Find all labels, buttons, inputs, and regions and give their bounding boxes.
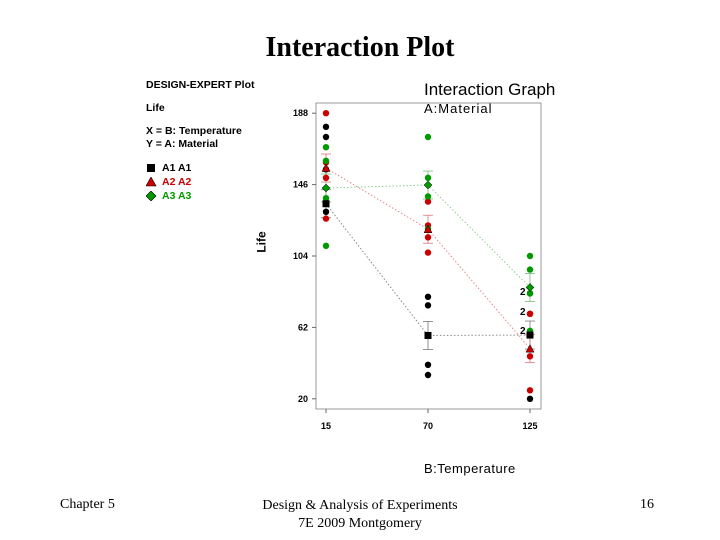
data-point-a3 [526, 290, 534, 297]
legend-response: Life [146, 102, 165, 114]
data-point-a3 [526, 252, 534, 260]
data-point-a1 [424, 293, 432, 300]
data-point-a1 [424, 302, 432, 309]
series-line-a1 [325, 203, 531, 336]
data-point-a1 [526, 395, 534, 402]
legend-y-factor: Y = A: Material [146, 138, 219, 150]
legend-x-factor: X = B: Temperature [146, 125, 242, 137]
x-tick-label: 125 [522, 421, 537, 431]
data-point-a3 [424, 133, 432, 141]
footer-book-edition: 7E 2009 Montgomery [298, 516, 422, 531]
replicate-count-label: 2 [520, 287, 526, 298]
data-point-a3 [322, 195, 330, 202]
x-tick-label: 15 [321, 421, 331, 431]
mean-marker-a3 [423, 180, 433, 190]
x-axis-label: B:Temperature [424, 461, 516, 476]
square-marker-icon [147, 164, 155, 172]
legend-label-a2: A2 A2 [162, 175, 192, 188]
data-point-a3 [322, 242, 330, 249]
mean-marker-a3 [525, 283, 535, 292]
legend-item-a3: A3 A3 [146, 189, 255, 203]
data-point-a1 [424, 371, 432, 379]
series-line-a2 [325, 167, 531, 349]
legend-item-a2: A2 A2 [146, 175, 255, 189]
data-point-a2 [526, 310, 534, 317]
mean-marker-a1 [526, 331, 534, 339]
slide-title: Interaction Plot [265, 32, 455, 63]
footer-chapter: Chapter 5 [60, 497, 115, 512]
page-number: 16 [640, 497, 654, 512]
replicate-count-label: 2 [520, 326, 526, 337]
data-point-a3 [322, 144, 330, 151]
replicate-count-label: 2 [520, 307, 526, 318]
y-tick-label: 20 [298, 394, 308, 404]
data-point-a1 [322, 123, 330, 130]
data-point-a2 [424, 234, 432, 241]
legend-header: DESIGN-EXPERT Plot [146, 79, 255, 91]
mean-marker-a2 [321, 163, 331, 172]
data-point-a2 [424, 198, 432, 205]
footer-book-title: Design & Analysis of Experiments [262, 498, 458, 513]
data-point-a2 [322, 110, 330, 117]
plot-legend: DESIGN-EXPERT Plot Life X = B: Temperatu… [146, 79, 255, 203]
data-point-a2 [322, 174, 330, 181]
data-point-a1 [322, 208, 330, 215]
data-point-a1 [424, 361, 432, 368]
y-tick-label: 146 [293, 180, 308, 190]
mean-marker-a1 [424, 331, 432, 339]
data-point-a3 [322, 157, 330, 164]
mean-marker-a2 [423, 224, 433, 233]
mean-marker-a2 [525, 344, 535, 353]
legend-label-a1: A1 A1 [162, 161, 192, 174]
data-point-a3 [526, 266, 534, 273]
legend-label-a3: A3 A3 [162, 189, 192, 202]
footer-book: Design & Analysis of Experiments 7E 2009… [240, 497, 480, 533]
data-point-a3 [424, 193, 432, 200]
data-point-a2 [526, 353, 534, 360]
data-point-a3 [424, 174, 432, 181]
mean-marker-a3 [321, 183, 331, 193]
diamond-marker-icon [146, 191, 157, 201]
y-tick-label: 104 [293, 251, 308, 261]
y-tick-label: 62 [298, 322, 308, 332]
graph-subtitle: A:Material [424, 101, 493, 116]
data-point-a2 [526, 387, 534, 394]
data-point-a1 [322, 133, 330, 141]
graph-title: Interaction Graph [424, 80, 556, 99]
triangle-marker-icon [146, 177, 157, 187]
y-tick-label: 188 [293, 108, 308, 118]
data-point-a2 [322, 215, 330, 222]
data-point-a2 [424, 249, 432, 256]
legend-item-a1: A1 A1 [146, 161, 255, 175]
mean-marker-a1 [322, 200, 330, 208]
x-tick-label: 70 [423, 421, 433, 431]
